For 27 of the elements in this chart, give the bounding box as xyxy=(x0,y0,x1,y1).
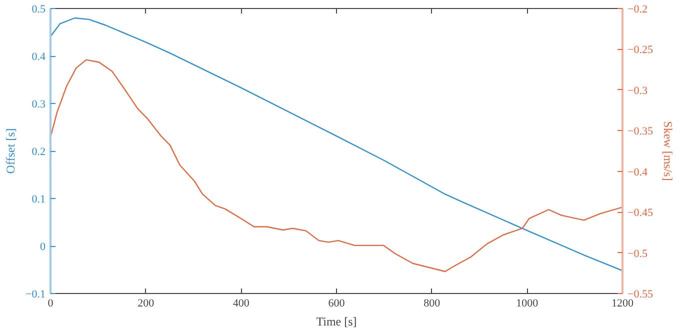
y2-tick-label: −0.5 xyxy=(628,248,648,260)
y2-tick-label: −0.35 xyxy=(628,126,654,138)
x-tick-label: 1200 xyxy=(612,298,634,310)
x-tick-label: 200 xyxy=(138,298,155,310)
y-tick-label: 0.5 xyxy=(32,4,46,16)
x-axis-title: Time [s] xyxy=(316,314,357,328)
line-series xyxy=(50,17,622,272)
y-tick-label: 0.4 xyxy=(32,51,46,63)
x-tick-label: 0 xyxy=(48,298,54,310)
y-axis-title: Offset [s] xyxy=(4,128,18,174)
y2-tick-label: −0.45 xyxy=(628,207,654,220)
x-tick-label: 600 xyxy=(328,298,346,310)
y2-tick-label: −0.2 xyxy=(628,4,648,16)
y-tick-label: −0.1 xyxy=(26,288,46,300)
y2-tick-label: −0.4 xyxy=(628,166,648,178)
x-tick-label: 400 xyxy=(232,298,250,310)
x-tick-label: 1000 xyxy=(516,298,539,310)
y-tick-label: 0.3 xyxy=(32,98,46,110)
line-series xyxy=(50,59,622,272)
y2-tick-label: −0.3 xyxy=(628,84,648,97)
y-tick-label: 0.1 xyxy=(32,194,46,206)
y2-tick-label: −0.55 xyxy=(628,288,654,300)
x-tick-label: 800 xyxy=(424,298,441,310)
y-tick-label: 0.2 xyxy=(32,146,46,158)
y2-axis-title: Skew [ms/s] xyxy=(660,121,675,181)
y2-tick-label: −0.25 xyxy=(628,44,654,56)
y-tick-label: 0 xyxy=(40,241,46,253)
